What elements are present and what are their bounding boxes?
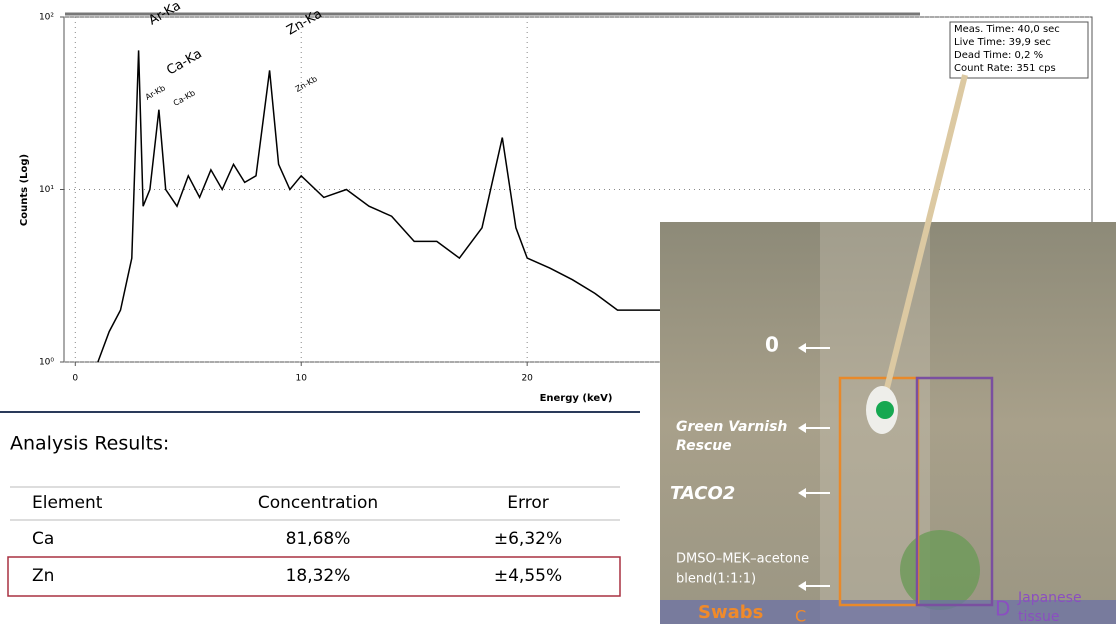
green-dot — [876, 401, 894, 419]
peak-label: Zn-Ka — [284, 6, 325, 38]
info-line: Meas. Time: 40,0 sec — [954, 24, 1060, 35]
figure: Counts (Log) Energy (keV) Analysis Resul… — [0, 0, 1116, 624]
table-header: Element — [32, 493, 103, 513]
label-japanese: Japanese — [1017, 590, 1082, 606]
table-cell: ±6,32% — [494, 529, 562, 549]
table-title: Analysis Results: — [10, 433, 169, 455]
info-line: Live Time: 39,9 sec — [954, 37, 1051, 48]
label-taco: TACO2 — [670, 483, 735, 504]
y-tick-label: 10⁰ — [39, 358, 54, 368]
y-axis-label: Counts (Log) — [19, 154, 30, 226]
peak-label: Ca-Kb — [172, 88, 197, 108]
peak-label: Zn-Kb — [294, 74, 319, 94]
table-cell: 81,68% — [286, 529, 351, 549]
label-dmso: DMSO–MEK–acetone — [676, 552, 809, 567]
x-tick-label: 0 — [72, 374, 78, 384]
label-green-varnish: Green Varnish — [676, 419, 787, 435]
table-cell: ±4,55% — [494, 566, 562, 586]
table-header: Concentration — [258, 493, 378, 513]
peak-label: Ar-Ka — [146, 0, 183, 28]
table-cell: Zn — [32, 566, 54, 586]
label-dmso: blend(1:1:1) — [676, 572, 756, 587]
table-header: Error — [507, 493, 548, 513]
photo: 0 Green Varnish Rescue TACO2 DMSO–MEK–ac… — [660, 75, 1116, 624]
info-line: Dead Time: 0,2 % — [954, 50, 1043, 61]
label-d: D — [995, 597, 1010, 621]
label-zero: 0 — [765, 333, 779, 357]
peak-label: Ca-Ka — [164, 47, 204, 79]
info-line: Count Rate: 351 cps — [954, 63, 1056, 74]
x-axis-label: Energy (keV) — [540, 393, 613, 404]
tree — [900, 530, 980, 610]
table-cell: 18,32% — [286, 566, 351, 586]
x-tick-label: 20 — [521, 374, 533, 384]
label-green-varnish: Rescue — [676, 438, 732, 454]
peak-label: Ar-Kb — [144, 83, 167, 102]
label-swabs: Swabs — [698, 602, 763, 623]
x-tick-label: 10 — [296, 374, 308, 384]
label-japanese: tissue — [1018, 609, 1059, 624]
y-tick-label: 10¹ — [39, 185, 54, 195]
y-tick-label: 10² — [39, 13, 54, 23]
table-cell: Ca — [32, 529, 54, 549]
label-c: C — [795, 607, 806, 624]
